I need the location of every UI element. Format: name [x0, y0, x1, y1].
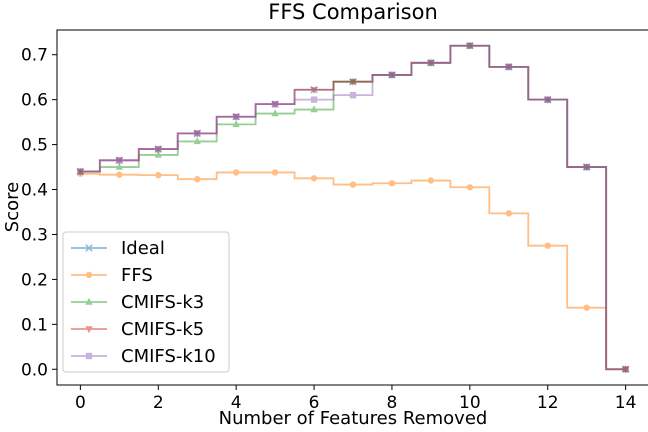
data-point	[116, 157, 123, 164]
data-point	[427, 59, 435, 67]
data-point	[232, 169, 240, 176]
data-point	[115, 162, 124, 170]
y-tick-label: 0.6	[21, 91, 48, 111]
y-axis-label: Score	[2, 182, 23, 232]
y-tick-label: 0.5	[21, 136, 48, 156]
data-point	[505, 63, 512, 71]
legend-marker	[85, 297, 93, 305]
legend-swatch	[71, 297, 107, 305]
data-point	[349, 91, 357, 99]
y-tick-label: 0.0	[21, 360, 48, 380]
legend-marker	[85, 271, 93, 279]
x-tick-label: 14	[615, 393, 637, 413]
y-tick-label: 0.3	[21, 225, 48, 245]
x-tick-label: 8	[387, 393, 398, 413]
plot-area	[76, 41, 630, 374]
data-point	[427, 177, 435, 184]
x-tick-label: 6	[309, 393, 320, 413]
y-tick-label: 0.7	[21, 46, 48, 66]
legend-item: CMIFS-k3	[71, 292, 204, 313]
legend-item: FFS	[71, 265, 153, 286]
x-axis-label: Number of Features Removed	[219, 408, 488, 429]
legend-swatch	[71, 244, 107, 252]
legend-marker	[85, 352, 93, 360]
legend: Ideal FFS CMIFS-k3 CMIFS-k5 CMIFS-k10	[62, 231, 230, 373]
data-point	[544, 96, 551, 103]
data-point	[154, 150, 162, 158]
plot-frame	[56, 29, 648, 386]
data-point	[310, 105, 318, 113]
series-line	[80, 171, 626, 371]
x-tick-label: 4	[231, 393, 242, 413]
data-point	[232, 120, 240, 128]
data-point	[349, 181, 357, 188]
legend-marker	[85, 244, 93, 252]
y-tick-label: 0.2	[21, 270, 48, 290]
legend-swatch	[71, 352, 107, 360]
legend-label: CMIFS-k3	[121, 292, 204, 313]
data-point	[544, 242, 551, 249]
legend-item: CMIFS-k5	[71, 319, 204, 340]
x-tick-label: 12	[537, 393, 559, 413]
data-point	[388, 180, 396, 187]
legend-item: Ideal	[71, 238, 165, 259]
data-point	[271, 109, 279, 117]
data-point	[116, 171, 123, 178]
chart-title: FFS Comparison	[268, 0, 438, 24]
data-point	[232, 113, 240, 120]
legend-label: CMIFS-k5	[121, 319, 204, 340]
data-point	[583, 163, 590, 171]
y-tick-label: 0.4	[21, 181, 48, 201]
legend-marker	[85, 326, 93, 334]
data-point	[271, 169, 279, 176]
data-point	[622, 366, 629, 373]
data-point	[505, 210, 512, 217]
data-point	[583, 304, 590, 311]
data-point	[388, 71, 396, 79]
series-cmifs-k10	[77, 42, 629, 373]
data-point	[310, 96, 318, 103]
data-point	[466, 184, 474, 191]
data-point	[271, 100, 279, 108]
data-point	[193, 137, 201, 145]
series-ffs	[77, 169, 629, 373]
data-point	[155, 145, 162, 153]
data-point	[77, 168, 84, 175]
legend-swatch	[71, 326, 107, 334]
axis-ticks: 0 2 4 6 8 10 12 14 0.0 0.1 0.2 0.3 0.4 0.5 0.6 0.7	[21, 46, 636, 413]
legend-label: CMIFS-k10	[121, 346, 216, 367]
legend-swatch	[71, 271, 107, 279]
data-point	[194, 130, 201, 137]
x-tick-label: 2	[153, 393, 164, 413]
legend-item: CMIFS-k10	[71, 346, 216, 367]
x-tick-label: 0	[75, 393, 86, 413]
data-point	[155, 171, 162, 179]
y-tick-label: 0.1	[21, 315, 48, 335]
legend-label: FFS	[121, 265, 153, 286]
data-point	[349, 78, 357, 86]
data-point	[310, 175, 318, 182]
x-tick-label: 10	[459, 393, 481, 413]
data-point	[310, 87, 318, 94]
data-point	[466, 42, 474, 49]
data-point	[194, 175, 201, 183]
legend-box	[62, 231, 230, 373]
legend-label: Ideal	[121, 238, 165, 259]
